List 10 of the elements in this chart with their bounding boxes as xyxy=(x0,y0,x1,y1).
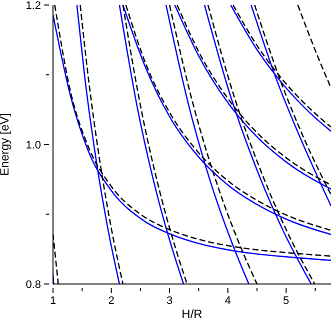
x-tick-label: 4 xyxy=(224,295,231,307)
y-tick-label: 1.2 xyxy=(26,0,41,12)
y-axis-title: Energy [eV] xyxy=(0,113,12,176)
y-tick-label: 0.8 xyxy=(26,279,41,291)
x-tick-label: 3 xyxy=(166,295,173,307)
x-tick-label: 5 xyxy=(283,295,290,307)
y-tick-label: 1.0 xyxy=(26,140,41,152)
x-tick-label: 1 xyxy=(50,295,56,307)
x-tick-label: 2 xyxy=(108,295,114,307)
x-axis-title: H/R xyxy=(182,307,203,320)
